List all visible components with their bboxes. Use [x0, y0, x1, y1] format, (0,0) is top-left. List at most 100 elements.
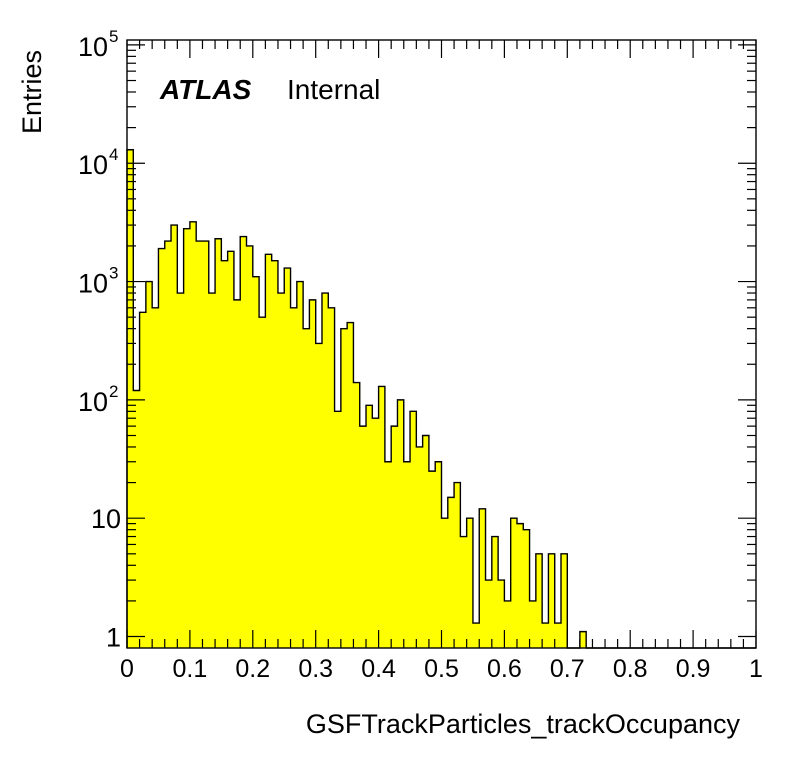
histogram-bar — [422, 435, 430, 648]
y-tick-label: 10 — [78, 387, 108, 417]
histogram-bar — [284, 268, 291, 648]
histogram-bar — [523, 529, 530, 648]
bars-layer — [127, 149, 587, 649]
y-tick-exponent: 4 — [109, 145, 118, 164]
y-tick-label: 10 — [91, 504, 121, 534]
histogram-bar — [479, 508, 486, 648]
x-tick-label: 0.1 — [173, 655, 208, 683]
histogram-bar — [516, 523, 524, 648]
histogram-bar — [491, 536, 499, 648]
x-axis-label: GSFTrackParticles_trackOccupancy — [306, 709, 741, 739]
histogram-bar — [328, 307, 335, 648]
histogram-bar — [208, 293, 216, 648]
histogram-bar — [196, 241, 203, 648]
y-tick-label: 10 — [78, 32, 108, 62]
histogram-bar — [410, 411, 417, 648]
histogram-bar — [171, 225, 178, 648]
histogram-bar — [334, 411, 342, 648]
histogram-bar — [391, 426, 398, 648]
histogram-bar — [309, 299, 317, 648]
histogram-bar — [221, 260, 229, 648]
y-tick-exponent: 5 — [109, 27, 118, 46]
x-tick-label: 0.7 — [550, 655, 585, 683]
x-tick-label: 0.5 — [424, 655, 459, 683]
histogram-bar — [202, 241, 210, 648]
histogram-bar — [227, 251, 235, 649]
histogram-bar — [366, 405, 373, 648]
histogram-bar — [259, 317, 266, 648]
histogram-bar — [296, 281, 304, 648]
internal-label: Internal — [287, 74, 380, 105]
histogram-bar — [127, 149, 134, 648]
histogram-bar — [472, 623, 480, 648]
y-tick-exponent: 2 — [109, 382, 118, 401]
x-tick-label: 1 — [749, 655, 763, 683]
histogram-outline — [126, 149, 756, 649]
y-tick-label: 10 — [78, 269, 108, 299]
histogram-bar — [535, 553, 543, 648]
atlas-label: ATLAS — [159, 74, 252, 105]
histogram-bar — [177, 293, 185, 648]
y-tick-label: 1 — [106, 623, 121, 653]
histogram-bar — [504, 600, 512, 648]
histogram-bar — [561, 553, 568, 648]
histogram-bar — [277, 293, 285, 648]
x-tick-label: 0.6 — [487, 655, 522, 683]
histogram-bar — [139, 312, 147, 648]
y-tick-label: 10 — [78, 150, 108, 180]
histogram-bar — [240, 236, 247, 649]
histogram-bar — [378, 386, 386, 648]
histogram-bar — [189, 221, 197, 649]
histogram-bar — [579, 631, 587, 648]
histogram-bar — [510, 518, 518, 648]
histogram-bar — [145, 281, 153, 648]
histogram-bar — [485, 580, 493, 648]
histogram-bar — [548, 553, 556, 648]
histogram-bar — [529, 600, 537, 648]
histogram-bar — [554, 623, 562, 648]
histogram-bar — [315, 343, 323, 648]
histogram-bar — [454, 482, 461, 648]
histogram-bar — [158, 248, 166, 648]
histogram-bar — [460, 536, 468, 648]
x-tick-label: 0.4 — [361, 655, 396, 683]
histogram-bar — [290, 307, 298, 648]
histogram-bar — [321, 293, 329, 648]
x-tick-label: 0.9 — [676, 655, 711, 683]
histogram-bar — [246, 245, 254, 648]
histogram-bar — [447, 497, 455, 648]
histogram-bar — [215, 238, 222, 648]
histogram-bar — [347, 322, 354, 648]
histogram-bar — [397, 399, 405, 648]
x-tick-label: 0 — [120, 655, 134, 683]
histogram-bar — [416, 446, 424, 648]
histogram-bar — [466, 518, 474, 648]
y-axis-label: Entries — [17, 50, 47, 134]
histogram-bar — [403, 461, 411, 648]
histogram-bar — [384, 461, 392, 648]
histogram-bar — [303, 328, 310, 648]
histogram-bar — [340, 328, 348, 648]
y-tick-exponent: 3 — [109, 264, 118, 283]
histogram-bar — [183, 228, 191, 648]
histogram-bar — [359, 426, 367, 648]
x-tick-label: 0.3 — [298, 655, 333, 683]
histogram-bar — [498, 580, 505, 648]
histogram-bar — [353, 382, 361, 648]
x-tick-label: 0.8 — [613, 655, 648, 683]
histogram-bar — [271, 260, 279, 648]
histogram-bar — [252, 276, 260, 648]
histogram-bar — [233, 299, 241, 648]
histogram-bar — [164, 241, 172, 648]
histogram-bar — [542, 623, 549, 648]
x-tick-labels: 0 0.1 0.2 0.3 0.4 0.5 0.6 0.7 0.8 0.9 1 — [120, 655, 763, 683]
histogram-bar — [372, 418, 379, 648]
histogram-bar — [152, 307, 159, 648]
x-tick-label: 0.2 — [235, 655, 270, 683]
histogram-bar — [133, 390, 140, 648]
histogram-bar — [428, 471, 436, 648]
histogram-bar — [265, 254, 273, 648]
